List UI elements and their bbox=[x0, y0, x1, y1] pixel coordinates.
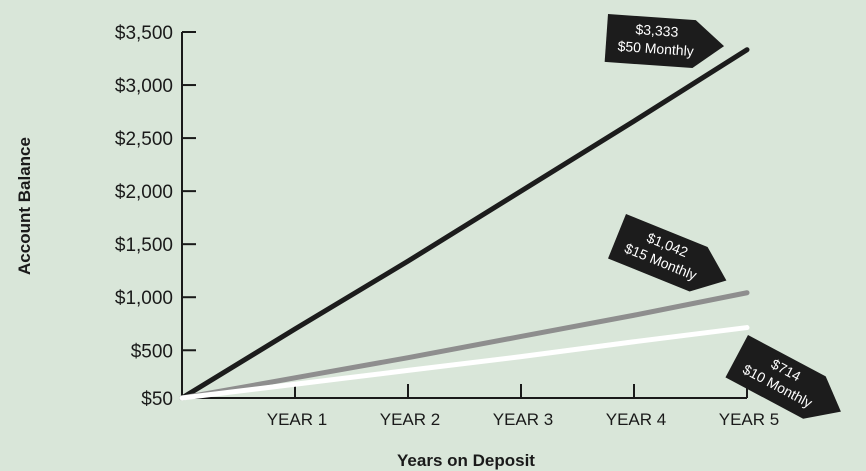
tag-shape bbox=[604, 14, 725, 69]
y-tick-label: $1,500 bbox=[115, 235, 173, 256]
x-tick-label: YEAR 4 bbox=[606, 410, 666, 429]
y-axis-title: Account Balance bbox=[15, 137, 34, 275]
tag-shape bbox=[608, 214, 727, 292]
series-line-2 bbox=[179, 325, 750, 401]
x-axis-title: Years on Deposit bbox=[397, 451, 535, 470]
x-axis: YEAR 1 YEAR 2 YEAR 3 YEAR 4 YEAR 5 bbox=[182, 384, 779, 429]
y-tick-label: $3,000 bbox=[115, 76, 173, 97]
series-labels: $3,333$50 Monthly$1,042$15 Monthly$714$1… bbox=[604, 14, 841, 419]
series-lines bbox=[179, 47, 750, 401]
series-line-0 bbox=[179, 47, 750, 401]
series-line-1 bbox=[179, 290, 750, 401]
y-tick-label: $3,500 bbox=[115, 23, 173, 44]
x-tick-label: YEAR 3 bbox=[493, 410, 553, 429]
y-tick-label: $50 bbox=[141, 389, 173, 410]
x-tick-label: YEAR 5 bbox=[719, 410, 779, 429]
series-label-tag-0: $3,333$50 Monthly bbox=[604, 14, 725, 69]
x-tick-label: YEAR 2 bbox=[380, 410, 440, 429]
y-tick-label: $1,000 bbox=[115, 288, 173, 309]
y-tick-label: $500 bbox=[131, 341, 173, 362]
tag-shape bbox=[725, 335, 841, 419]
y-axis: $50 $500 $1,000 $1,500 $2,000 $2,500 $3,000 $3,… bbox=[115, 23, 196, 410]
x-tick-label: YEAR 1 bbox=[267, 410, 327, 429]
y-tick-label: $2,500 bbox=[115, 129, 173, 150]
series-label-tag-1: $1,042$15 Monthly bbox=[608, 214, 727, 292]
tag-text-line: $50 Monthly bbox=[617, 38, 694, 59]
tag-text-line: $3,333 bbox=[635, 21, 679, 40]
y-tick-label: $2,000 bbox=[115, 182, 173, 203]
